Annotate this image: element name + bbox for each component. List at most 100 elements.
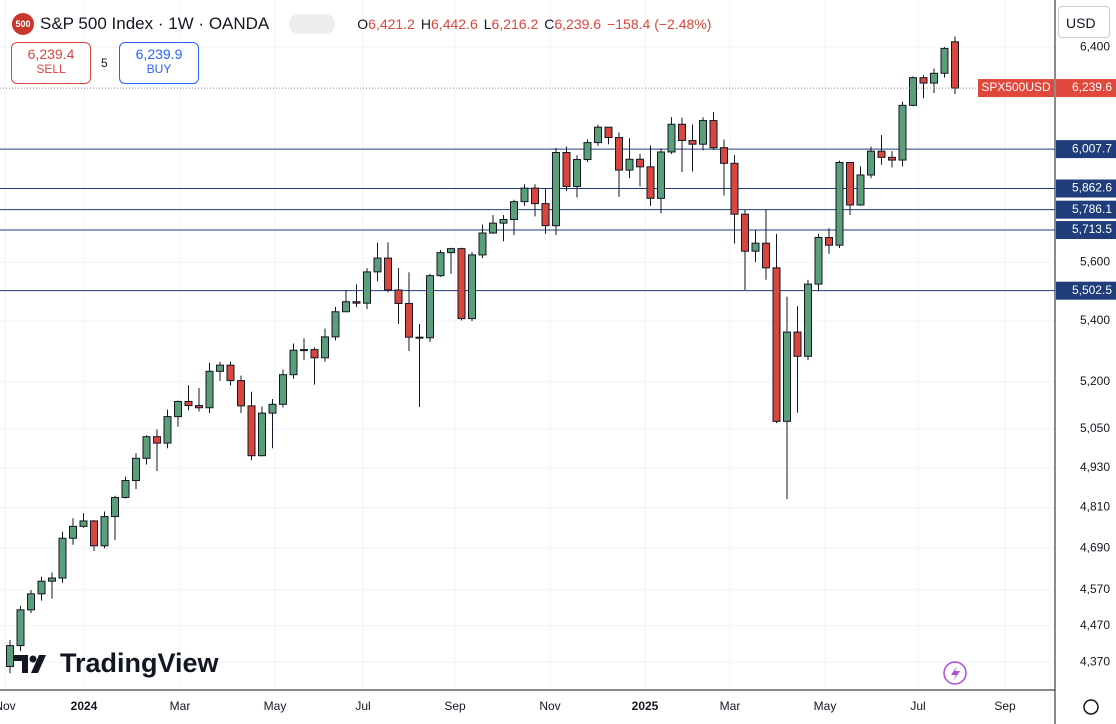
candle-body	[951, 41, 959, 89]
candle-body	[384, 257, 392, 291]
candle-body	[888, 156, 896, 161]
ohlc-value: 6,216.2	[491, 16, 539, 32]
candle-body	[258, 412, 266, 457]
alert-icon[interactable]	[943, 661, 967, 685]
level-label: 5,713.5	[1072, 222, 1112, 236]
x-tick-label: Jul	[910, 699, 925, 713]
ohlc-key: C	[544, 16, 555, 32]
candle-body	[730, 162, 739, 215]
candle-body	[237, 380, 245, 407]
candle-body	[510, 201, 518, 220]
y-tick-label: 5,200	[1080, 374, 1110, 388]
candle-body	[562, 152, 571, 187]
y-tick-label: 4,810	[1080, 500, 1110, 514]
ohlc-key: O	[357, 16, 369, 32]
candle-body	[352, 301, 361, 304]
candle-body	[772, 267, 781, 422]
logo-mark	[14, 654, 46, 673]
y-tick-label: 4,370	[1080, 654, 1110, 668]
x-tick-label: Jul	[355, 699, 370, 713]
level-label: 5,502.5	[1072, 283, 1112, 297]
y-tick-label: 4,570	[1080, 582, 1110, 596]
x-tick-label: Sep	[444, 699, 466, 713]
ohlc-key: H	[420, 16, 432, 32]
ohlc-key: L	[483, 16, 492, 32]
candle-body	[79, 520, 88, 527]
buy-label: BUY	[146, 62, 172, 76]
x-tick-label: Mar	[170, 699, 191, 713]
candle-body	[184, 400, 193, 407]
x-tick-label: Mar	[720, 699, 741, 713]
candle-body	[646, 166, 655, 199]
candle-body	[909, 77, 917, 106]
sell-button[interactable]: 6,239.4 SELL	[11, 42, 91, 84]
candle-body	[90, 520, 98, 547]
candle-body	[940, 47, 949, 74]
candle-body	[678, 123, 686, 141]
candle-body	[688, 139, 697, 145]
candle-body	[825, 237, 833, 246]
level-label: 5,862.6	[1072, 181, 1112, 195]
level-tag	[1056, 140, 1116, 159]
symbol-title[interactable]: S&P 500 Index · 1W · OANDA	[40, 14, 270, 33]
candle-body	[247, 405, 256, 457]
candle-body	[594, 126, 602, 144]
candle-body	[856, 174, 865, 206]
candle-body	[814, 237, 823, 285]
candle-body	[625, 158, 634, 171]
candle-body	[667, 123, 676, 153]
candle-body	[226, 364, 235, 382]
candle-body	[268, 403, 277, 414]
last-price-tag	[1056, 79, 1116, 98]
currency-select[interactable]: USD	[1058, 6, 1110, 38]
candle-body	[499, 218, 508, 224]
candle-body	[37, 580, 46, 595]
candle-body	[27, 593, 35, 611]
candle-body	[520, 187, 529, 203]
candle-body	[153, 436, 161, 444]
symbol-header: 500 S&P 500 Index · 1W · OANDA O6,421.2 H…	[12, 13, 717, 35]
candle-body	[709, 120, 718, 149]
level-tag	[1056, 221, 1116, 240]
settings-icon[interactable]	[1083, 699, 1099, 715]
x-tick-label: 2024	[71, 699, 98, 713]
candle-body	[783, 331, 791, 422]
candle-body	[583, 142, 592, 161]
toggle[interactable]	[289, 14, 336, 34]
candle-body	[6, 645, 14, 668]
candle-body	[216, 364, 224, 372]
ohlc-value: 6,239.6	[554, 16, 602, 32]
candle-body	[762, 242, 770, 269]
candle-body	[363, 271, 371, 304]
candle-body	[447, 248, 455, 254]
candle-body	[205, 370, 214, 409]
candle-body	[489, 222, 497, 234]
candle-body	[321, 336, 329, 359]
x-tick-label: Nov	[0, 699, 16, 713]
plot	[0, 36, 1055, 674]
level-label: 6,007.7	[1072, 141, 1112, 155]
candle-body	[468, 254, 476, 320]
y-tick-label: 4,690	[1080, 540, 1110, 554]
buy-button[interactable]: 6,239.9 BUY	[119, 42, 199, 84]
level-label: 5,786.1	[1072, 202, 1112, 216]
y-tick-label: 5,600	[1080, 255, 1110, 269]
candle-body	[457, 248, 466, 320]
y-tick-label: 4,470	[1080, 618, 1110, 632]
candle-body	[751, 242, 760, 252]
candle-body	[426, 275, 434, 339]
axes: 4,370 4,470 4,570 4,690 4,810 4,930 5,050 5,200…	[0, 39, 1116, 713]
y-tick-label: 5,050	[1080, 421, 1110, 435]
candle-body	[793, 331, 802, 357]
x-tick-label: May	[814, 699, 837, 713]
candle-body	[163, 416, 172, 444]
change: −158.4 (−2.48%)	[607, 16, 712, 32]
candle-body	[919, 77, 928, 84]
symbol-label: SPX500USD	[981, 80, 1051, 94]
candle-body	[121, 480, 130, 498]
candle-body	[331, 311, 340, 338]
candle-body	[436, 252, 445, 277]
